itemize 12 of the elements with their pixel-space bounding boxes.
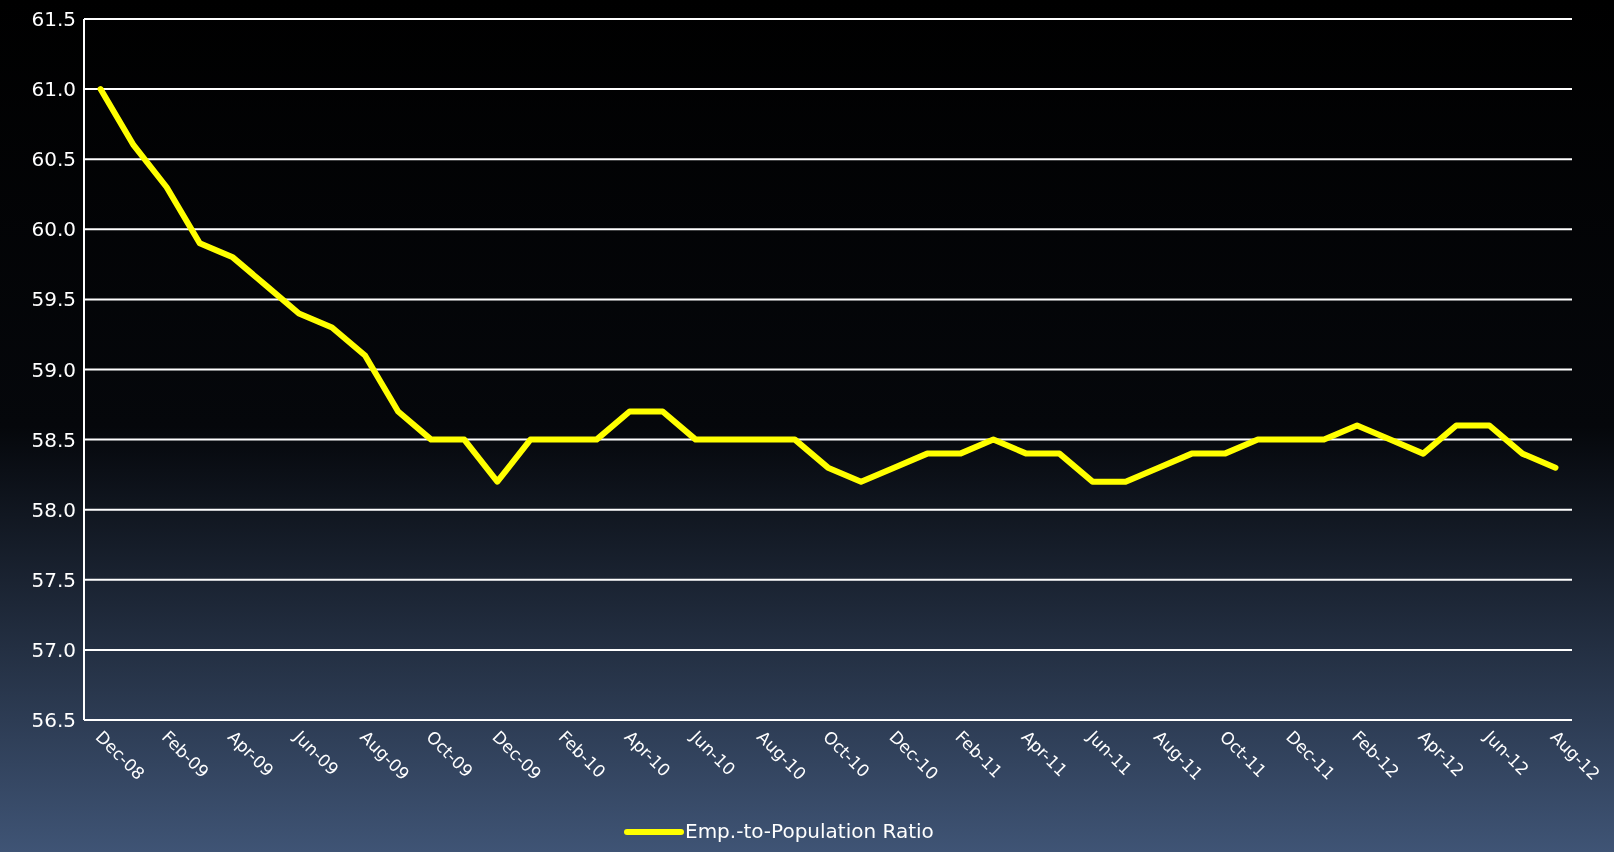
y-tick-label: 61.5 [31, 7, 76, 31]
y-tick-label: 59.5 [31, 287, 76, 312]
legend-label: Emp.-to-Population Ratio [685, 819, 934, 843]
y-tick-label: 60.0 [31, 217, 76, 242]
y-tick-label: 56.5 [31, 708, 76, 732]
y-tick-label: 59.0 [31, 357, 76, 382]
y-tick-label: 60.5 [31, 147, 76, 172]
y-tick-label: 58.0 [31, 497, 76, 522]
y-tick-label: 57.5 [31, 567, 76, 592]
y-tick-label: 61.0 [31, 77, 76, 102]
y-tick-label: 57.0 [31, 637, 76, 662]
y-tick-label: 58.5 [31, 427, 76, 452]
